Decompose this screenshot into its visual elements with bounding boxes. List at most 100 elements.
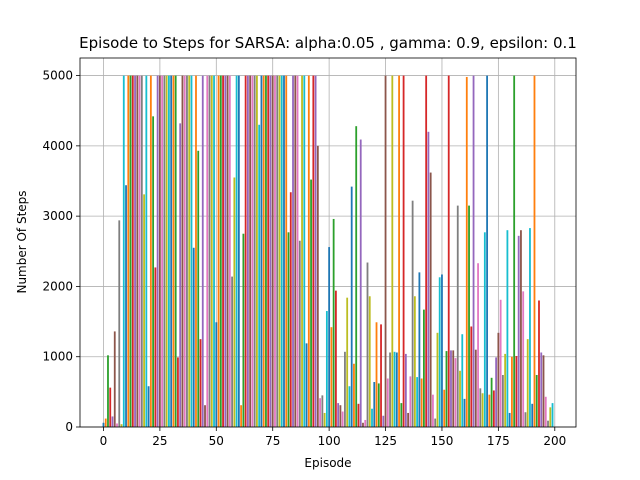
x-tick-label: 50 xyxy=(209,434,224,448)
bar xyxy=(350,186,353,427)
bar xyxy=(330,327,333,427)
bar xyxy=(400,403,403,427)
bar xyxy=(310,179,312,427)
bar xyxy=(549,407,552,427)
bar xyxy=(465,76,468,427)
bar xyxy=(233,177,236,427)
bar xyxy=(359,139,362,427)
bar xyxy=(174,75,177,428)
bar xyxy=(382,415,385,427)
bar xyxy=(436,332,439,427)
y-tick-label: 5000 xyxy=(42,69,73,83)
bar xyxy=(488,394,491,427)
y-tick-label: 0 xyxy=(65,420,73,434)
bar xyxy=(520,230,522,427)
bar xyxy=(323,412,326,427)
bar xyxy=(262,75,265,428)
bar xyxy=(364,419,367,427)
bar xyxy=(156,75,159,428)
bar xyxy=(316,145,319,427)
bar xyxy=(244,75,247,428)
x-tick-label: 150 xyxy=(431,434,454,448)
bar xyxy=(113,331,116,427)
bar xyxy=(140,75,143,428)
bar xyxy=(492,390,495,427)
bar xyxy=(524,412,527,427)
bar xyxy=(228,75,231,428)
bar xyxy=(260,75,263,428)
bar xyxy=(438,277,441,427)
bar xyxy=(204,405,206,427)
bar xyxy=(111,416,114,427)
x-axis-label: Episode xyxy=(304,456,351,470)
bar xyxy=(423,309,425,427)
bar xyxy=(136,75,139,428)
bar xyxy=(195,75,197,428)
bar xyxy=(454,358,457,427)
x-tick-label: 75 xyxy=(265,434,280,448)
bar xyxy=(258,124,261,428)
bar xyxy=(373,382,376,427)
bar xyxy=(301,75,303,428)
bar xyxy=(353,363,355,427)
bar xyxy=(120,424,123,427)
bar xyxy=(116,423,118,427)
bar xyxy=(192,247,195,427)
bar xyxy=(199,339,202,427)
bar xyxy=(197,150,200,427)
bar xyxy=(472,75,475,428)
bar xyxy=(222,75,224,428)
bar xyxy=(332,218,335,427)
bar xyxy=(395,352,398,427)
x-tick-label: 100 xyxy=(318,434,341,448)
bar xyxy=(416,377,419,427)
bar xyxy=(409,376,412,427)
bar xyxy=(242,233,245,427)
bar xyxy=(504,353,507,427)
bar xyxy=(501,374,504,427)
bar xyxy=(529,228,531,427)
x-tick-label: 175 xyxy=(487,434,510,448)
bar xyxy=(522,291,525,427)
bar xyxy=(477,263,479,427)
bar xyxy=(256,75,258,428)
bar xyxy=(161,75,164,428)
y-tick-label: 2000 xyxy=(42,279,73,293)
bar xyxy=(337,403,340,427)
bar xyxy=(177,357,179,427)
bar xyxy=(172,75,175,428)
bar xyxy=(231,276,233,427)
bar xyxy=(154,267,157,427)
bar xyxy=(334,290,337,427)
bar xyxy=(418,272,421,427)
bar xyxy=(348,386,351,427)
bar xyxy=(168,75,170,428)
bar xyxy=(443,389,446,427)
bar xyxy=(249,75,252,428)
bar xyxy=(544,396,547,427)
bar xyxy=(147,386,150,427)
bar xyxy=(404,353,407,427)
bar xyxy=(298,240,301,427)
bar xyxy=(206,75,209,428)
bar xyxy=(312,75,315,428)
bar xyxy=(479,388,482,427)
bar xyxy=(533,75,536,428)
bar xyxy=(269,75,272,428)
bar xyxy=(240,405,243,427)
bar xyxy=(497,332,500,427)
bar xyxy=(542,355,545,427)
bar xyxy=(425,75,428,428)
bar xyxy=(267,75,270,428)
bar xyxy=(445,351,448,427)
bar xyxy=(118,220,121,427)
bar xyxy=(339,405,342,427)
bar xyxy=(420,378,423,427)
x-tick-label: 200 xyxy=(543,434,566,448)
bar xyxy=(511,356,513,427)
bar xyxy=(145,75,148,428)
y-axis-label: Number Of Steps xyxy=(15,190,29,293)
y-tick-label: 3000 xyxy=(42,209,73,223)
bar xyxy=(237,75,240,428)
bar xyxy=(294,75,297,428)
